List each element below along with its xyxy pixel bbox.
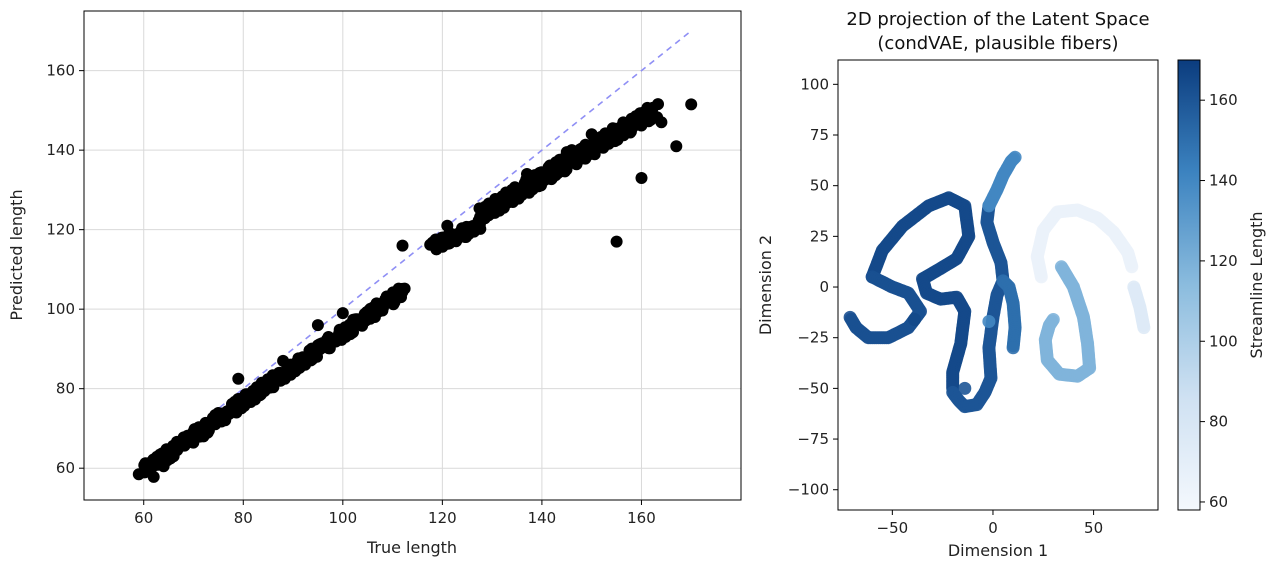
colorbar-ticks: 60 80 100 120 140 160 xyxy=(1200,91,1238,511)
data-point xyxy=(232,372,245,385)
latent-point xyxy=(908,313,921,326)
plot-frame xyxy=(83,10,742,501)
data-points xyxy=(843,150,1151,414)
colorbar-tick-label: 160 xyxy=(1209,91,1238,109)
data-point xyxy=(157,460,170,473)
data-point xyxy=(560,146,573,159)
data-point xyxy=(506,183,518,196)
latent-point xyxy=(1006,341,1020,355)
grid xyxy=(84,11,741,500)
length-scatter-chart: 60 80 100 120 140 160 60 80 100 120 140 160 True le… xyxy=(7,10,742,557)
y-axis-label: Predicted length xyxy=(7,189,26,320)
data-point xyxy=(473,221,486,234)
y-tick-label: 25 xyxy=(810,227,829,245)
data-point xyxy=(147,470,160,483)
y-tick-label: 0 xyxy=(819,278,829,296)
data-point xyxy=(558,165,571,178)
data-point xyxy=(610,235,623,248)
chart-subtitle: (condVAE, plausible fibers) xyxy=(877,33,1118,54)
y-tick-label: 160 xyxy=(46,62,75,80)
y-tick-label: −25 xyxy=(797,329,829,347)
colorbar-tick-label: 60 xyxy=(1209,493,1228,511)
reference-diagonal xyxy=(133,30,692,477)
y-tick-label: 60 xyxy=(56,459,75,477)
x-tick-label: 100 xyxy=(328,509,357,527)
latent-point xyxy=(982,315,996,328)
y-tick-label: 75 xyxy=(810,126,829,144)
tick-labels: 60 80 100 120 140 160 60 80 100 120 140 160 xyxy=(46,62,655,527)
latent-point xyxy=(1008,150,1022,164)
colorbar-tick-label: 100 xyxy=(1209,332,1238,350)
data-point xyxy=(344,326,357,339)
y-tick-label: 100 xyxy=(800,75,829,93)
x-tick-label: 160 xyxy=(627,509,656,527)
latent-point xyxy=(843,310,857,324)
data-point xyxy=(132,468,145,481)
latent-point xyxy=(1137,321,1151,335)
latent-point xyxy=(958,381,972,395)
data-point xyxy=(441,219,454,232)
data-point xyxy=(620,118,633,131)
y-axis-label: Dimension 2 xyxy=(756,235,775,335)
data-point xyxy=(396,286,409,298)
y-tick-label: 80 xyxy=(56,380,75,398)
chart-title: 2D projection of the Latent Space xyxy=(846,9,1149,30)
data-point xyxy=(585,128,598,141)
x-axis-label: True length xyxy=(366,538,457,557)
x-tick-label: 120 xyxy=(428,509,457,527)
plot-frame xyxy=(837,59,1159,511)
x-tick-label: 60 xyxy=(134,509,153,527)
y-tick-label: 100 xyxy=(46,300,75,318)
tick-labels: −50 0 50 −100 −75 −50 −25 0 25 50 75 100 xyxy=(788,75,1103,537)
x-tick-label: 50 xyxy=(1084,519,1103,537)
colorbar-tick-label: 140 xyxy=(1209,172,1238,190)
data-point xyxy=(167,450,180,463)
data-point xyxy=(521,168,533,180)
y-tick-label: −50 xyxy=(797,379,829,397)
data-point xyxy=(530,176,543,188)
data-points xyxy=(132,98,698,483)
data-point xyxy=(491,197,504,210)
data-point xyxy=(197,430,210,443)
y-tick-label: 120 xyxy=(46,221,75,239)
data-point xyxy=(655,116,668,129)
colorbar-tick-label: 80 xyxy=(1209,413,1228,431)
y-tick-label: 140 xyxy=(46,141,75,159)
x-tick-label: −50 xyxy=(877,519,909,537)
x-tick-label: 140 xyxy=(528,509,557,527)
data-point xyxy=(635,172,648,184)
y-tick-label: 50 xyxy=(810,177,829,195)
colorbar xyxy=(1177,59,1201,511)
latent-point xyxy=(1046,313,1060,326)
latent-space-chart: 2D projection of the Latent Space (condV… xyxy=(756,9,1266,560)
x-tick-label: 0 xyxy=(988,519,998,537)
data-point xyxy=(311,319,324,332)
y-tick-label: −100 xyxy=(788,481,829,499)
data-point xyxy=(336,307,349,320)
data-point xyxy=(685,98,698,111)
x-tick-label: 80 xyxy=(234,509,253,527)
data-point xyxy=(670,140,683,153)
plot-area xyxy=(84,11,741,500)
colorbar-tick-label: 120 xyxy=(1209,252,1238,270)
data-point xyxy=(652,98,664,111)
x-axis-label: Dimension 1 xyxy=(948,541,1048,560)
y-tick-label: −75 xyxy=(797,430,829,448)
data-point xyxy=(277,354,290,367)
data-point xyxy=(396,239,409,252)
latent-point xyxy=(1125,260,1139,274)
colorbar-label: Streamline Length xyxy=(1247,211,1266,358)
